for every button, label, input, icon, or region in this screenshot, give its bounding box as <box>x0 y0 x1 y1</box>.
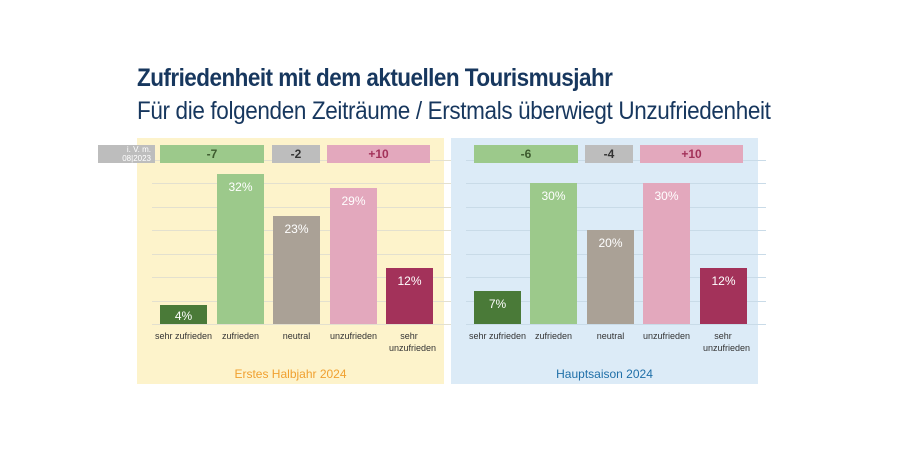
bar-sehr-unzufrieden: 12% <box>700 267 747 324</box>
change-badge-zufrieden: -6 <box>474 145 578 163</box>
bar-value-label: 12% <box>711 273 736 288</box>
bar-value-label: 12% <box>397 273 422 288</box>
category-label: sehr unzufrieden <box>703 331 751 353</box>
category-label: zufrieden <box>534 331 573 341</box>
gridline <box>152 183 452 184</box>
change-badge-unzufrieden: +10 <box>640 145 743 163</box>
bar-value-label: 23% <box>284 221 309 236</box>
bar-unzufrieden: 30% <box>643 183 690 324</box>
change-badge-unzufrieden: +10 <box>327 145 430 163</box>
bar-sehr-unzufrieden: 12% <box>386 267 433 324</box>
change-badge-neutral: -4 <box>585 145 633 163</box>
bar-neutral: 23% <box>273 215 320 324</box>
chart-panel: 4% sehr zufrieden 32% zufrieden 23% neutral 29… <box>137 138 452 384</box>
bar-value-label: 7% <box>488 297 507 312</box>
bar-value-label: 29% <box>341 193 366 208</box>
bar-neutral: 20% <box>587 230 634 324</box>
baseline <box>466 324 766 325</box>
category-label: unzufrieden <box>329 331 378 341</box>
category-label: sehr unzufrieden <box>389 331 437 353</box>
bar-value-label: 20% <box>598 236 623 250</box>
bar-value-label: 4% <box>174 308 193 323</box>
bar-zufrieden: 30% <box>530 183 577 324</box>
panel-title: Erstes Halbjahr 2024 <box>234 367 347 381</box>
comparison-note: i. V. m. 08|2023 <box>98 145 155 163</box>
page-subtitle: Für die folgenden Zeiträume / Erstmals ü… <box>137 97 771 125</box>
comparison-note-line2: 08|2023 <box>122 154 151 163</box>
baseline <box>152 324 452 325</box>
bar-unzufrieden: 29% <box>330 187 377 324</box>
comparison-note-line1: i. V. m. <box>126 145 151 154</box>
gridline <box>466 183 766 184</box>
category-label: zufrieden <box>221 331 260 341</box>
page-title: Zufriedenheit mit dem aktuellen Tourismu… <box>137 64 613 92</box>
chart-panel: 7% sehr zufrieden 30% zufrieden 20% neutral 30… <box>451 138 766 384</box>
bar-value-label: 32% <box>228 179 253 194</box>
gridline <box>152 206 452 208</box>
category-label: neutral <box>596 331 625 341</box>
change-badge-neutral: -2 <box>272 145 320 163</box>
bar-sehr-zufrieden: 4% <box>160 305 207 324</box>
bar-value-label: 30% <box>541 189 566 203</box>
change-badge-zufrieden: -7 <box>160 145 264 163</box>
category-label: sehr zufrieden <box>154 331 213 341</box>
bar-value-label: 30% <box>654 189 679 203</box>
category-label: sehr zufrieden <box>468 331 527 341</box>
category-label: neutral <box>282 331 311 341</box>
bar-sehr-zufrieden: 7% <box>474 291 521 324</box>
panel-title: Hauptsaison 2024 <box>556 367 653 381</box>
bar-zufrieden: 32% <box>217 173 264 324</box>
category-label: unzufrieden <box>642 331 691 341</box>
gridline <box>466 206 766 208</box>
